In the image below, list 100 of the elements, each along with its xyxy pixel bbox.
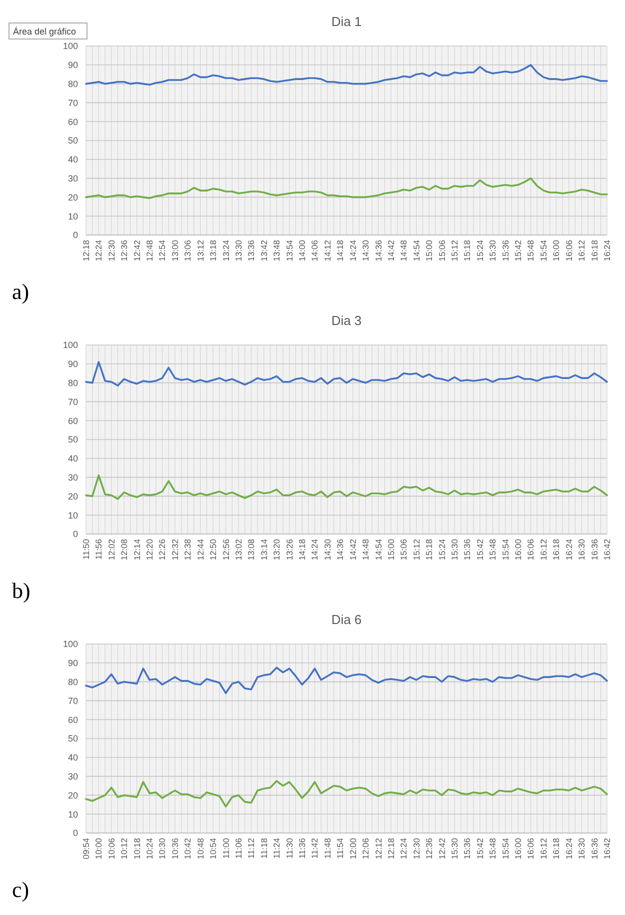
- x-tick-label: 14:54: [411, 240, 422, 262]
- x-tick-label: 13:30: [233, 240, 244, 262]
- x-tick-label: 11:24: [272, 838, 282, 859]
- x-tick-label: 16:42: [602, 838, 612, 860]
- y-tick-label: 70: [68, 98, 78, 108]
- x-tick-label: 14:18: [335, 240, 346, 262]
- x-tick-label: 10:42: [182, 838, 193, 860]
- x-tick-label: 16:18: [551, 838, 562, 860]
- x-tick-label: 11:30: [284, 838, 294, 859]
- x-tick-label: 15:06: [398, 538, 409, 560]
- y-tick-label: 50: [68, 136, 78, 146]
- x-tick-label: 11:54: [335, 838, 346, 859]
- y-tick-label: 80: [68, 378, 78, 388]
- x-tick-label: 15:18: [424, 538, 434, 560]
- x-tick-label: 15:24: [436, 538, 447, 560]
- x-tick-label: 12:24: [94, 240, 104, 262]
- x-tick-label: 12:02: [106, 538, 116, 560]
- x-tick-label: 12:12: [373, 838, 384, 860]
- y-tick-label: 60: [68, 714, 78, 725]
- x-tick-label: 12:26: [157, 538, 168, 560]
- x-tick-label: 13:20: [272, 538, 282, 560]
- x-tick-label: 16:24: [602, 240, 612, 262]
- line-series: [85, 361, 608, 387]
- x-tick-label: 13:14: [258, 538, 269, 560]
- x-tick-label: 15:30: [449, 838, 460, 860]
- x-tick-label: 14:24: [310, 538, 320, 560]
- x-tick-label: 10:54: [208, 838, 218, 860]
- y-tick-label: 50: [68, 434, 78, 445]
- x-tick-label: 16:12: [538, 838, 548, 860]
- x-tick-label: 15:36: [500, 240, 510, 262]
- x-tick-label: 12:36: [424, 838, 434, 860]
- y-tick-label: 100: [62, 340, 78, 350]
- x-tick-label: 13:18: [208, 240, 218, 262]
- x-tick-label: 15:12: [449, 240, 460, 262]
- x-tick-label: 14:48: [360, 538, 371, 560]
- text: a): [12, 279, 30, 304]
- text: c): [12, 877, 30, 902]
- text: Área del gráfico: [13, 26, 76, 36]
- x-tick-label: 12:42: [436, 838, 447, 860]
- x-tick-label: 10:12: [119, 838, 130, 860]
- x-tick-label: 12:18: [80, 240, 91, 262]
- x-tick-label: 15:54: [500, 538, 510, 560]
- x-tick-label: 14:54: [373, 538, 384, 560]
- x-tick-label: 12:20: [144, 538, 155, 560]
- x-tick-label: 15:30: [488, 240, 498, 262]
- x-tick-label: 12:30: [106, 240, 116, 262]
- x-tick-label: 14:36: [335, 538, 346, 560]
- x-tick-label: 11:12: [246, 838, 256, 859]
- y-tick-label: 70: [68, 396, 78, 407]
- x-tick-label: 13:48: [272, 240, 282, 262]
- x-tick-label: 11:42: [310, 838, 320, 859]
- chart-title: Dia 6: [331, 612, 362, 627]
- x-tick-label: 12:14: [132, 538, 142, 560]
- y-tick-label: 40: [68, 752, 78, 763]
- x-tick-label: 13:06: [182, 240, 193, 262]
- y-tick-label: 80: [68, 78, 78, 89]
- x-tick-label: 14:24: [348, 240, 358, 262]
- x-tick-label: 15:42: [513, 240, 524, 262]
- x-tick-label: 12:54: [157, 240, 168, 262]
- x-tick-label: 11:06: [233, 838, 244, 859]
- x-tick-label: 13:12: [195, 240, 206, 262]
- x-tick-label: 10:48: [195, 838, 206, 860]
- y-tick-label: 10: [68, 510, 78, 520]
- x-tick-label: 13:02: [233, 538, 244, 560]
- x-tick-label: 10:18: [132, 838, 142, 860]
- x-tick-label: 12:38: [182, 538, 193, 560]
- y-tick-label: 10: [68, 809, 78, 820]
- x-tick-label: 13:00: [170, 240, 180, 262]
- y-tick-label: 0: [72, 828, 78, 838]
- x-tick-label: 16:18: [589, 240, 600, 262]
- y-tick-label: 30: [68, 771, 78, 782]
- y-tick-label: 30: [68, 472, 78, 482]
- line-series: [85, 64, 608, 86]
- x-tick-label: 13:26: [284, 538, 294, 560]
- x-tick-label: 15:00: [424, 240, 434, 262]
- x-tick-label: 12:08: [119, 538, 130, 560]
- x-tick-label: 16:36: [589, 538, 600, 560]
- y-tick-label: 90: [68, 60, 78, 70]
- x-tick-label: 10:24: [144, 838, 155, 860]
- x-tick-label: 16:24: [564, 538, 574, 560]
- x-tick-label: 16:06: [564, 240, 574, 262]
- x-tick-label: 15:30: [449, 538, 460, 560]
- x-tick-label: 12:18: [386, 838, 396, 860]
- x-tick-label: 16:30: [576, 838, 587, 860]
- y-tick-label: 70: [68, 696, 78, 706]
- y-tick-label: 40: [68, 154, 78, 165]
- x-tick-label: 11:48: [322, 838, 332, 859]
- x-tick-label: 15:42: [474, 538, 485, 560]
- x-tick-label: 12:56: [220, 538, 231, 560]
- x-tick-label: 14:36: [373, 240, 384, 262]
- x-tick-label: 15:36: [462, 838, 472, 860]
- x-tick-label: 12:50: [208, 538, 218, 560]
- x-tick-label: 10:00: [94, 838, 104, 860]
- x-tick-label: 14:48: [398, 240, 409, 262]
- y-tick-label: 30: [68, 173, 78, 184]
- x-tick-label: 14:42: [386, 240, 396, 262]
- x-tick-label: 12:36: [119, 240, 130, 262]
- y-tick-label: 50: [68, 734, 78, 744]
- x-tick-label: 10:36: [170, 838, 180, 860]
- x-tick-label: 15:42: [474, 838, 485, 860]
